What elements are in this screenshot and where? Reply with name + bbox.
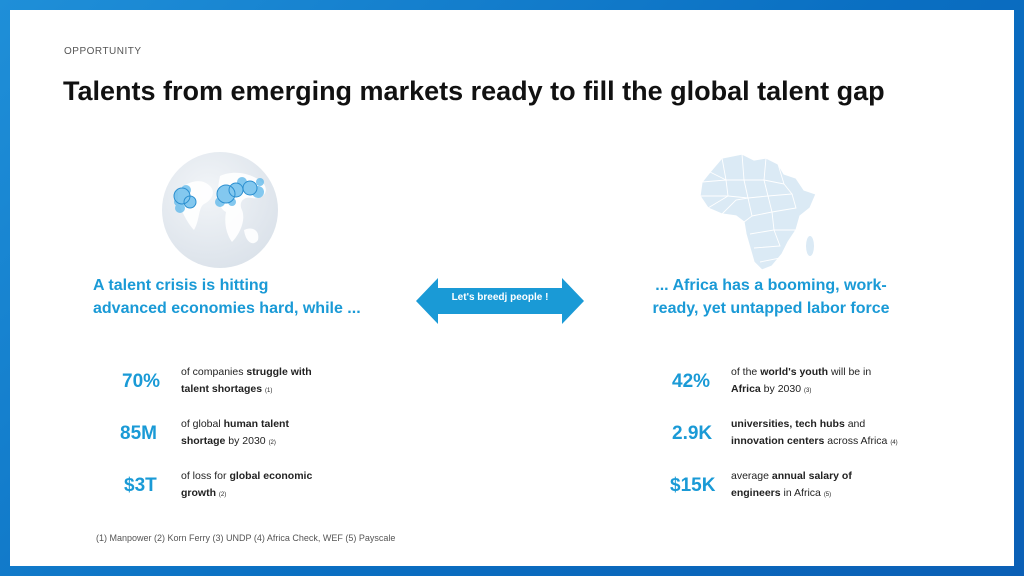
section-kicker: OPPORTUNITY xyxy=(64,46,142,57)
right-stat-desc-2: universities, tech hubs and innovation c… xyxy=(731,418,898,447)
sources-footnote: (1) Manpower (2) Korn Ferry (3) UNDP (4)… xyxy=(96,533,396,543)
left-stat-value-2: 85M xyxy=(120,423,157,444)
arrow-label: Let's breedj people ! xyxy=(451,292,549,303)
right-stat-value-3: $15K xyxy=(670,475,716,496)
right-stat-desc-3: average annual salary of engineers in Af… xyxy=(731,470,852,499)
africa-map-icon xyxy=(699,153,817,271)
left-stat-value-3: $3T xyxy=(124,475,157,496)
right-headline: ... Africa has a booming, work- ready, y… xyxy=(606,274,936,320)
left-headline-line2: advanced economies hard, while ... xyxy=(93,300,361,317)
double-arrow-icon xyxy=(416,278,584,324)
right-stat-value-2: 2.9K xyxy=(672,423,713,444)
left-stat-value-1: 70% xyxy=(122,371,161,392)
right-stat-desc-1: of the world's youth will be in Africa b… xyxy=(731,366,872,395)
right-headline-line2: ready, yet untapped labor force xyxy=(652,300,890,317)
left-headline-line1: A talent crisis is hitting xyxy=(93,277,269,294)
left-headline: A talent crisis is hitting advanced econ… xyxy=(93,274,403,320)
left-stat-desc-2: of global human talent shortage by 2030 … xyxy=(181,418,289,447)
slide-title: Talents from emerging markets ready to f… xyxy=(63,76,885,106)
globe-icon xyxy=(162,152,278,268)
left-stat-desc-1: of companies struggle with talent shorta… xyxy=(181,366,312,395)
left-stat-desc-3: of loss for global economic growth (2) xyxy=(181,470,313,499)
right-headline-line1: ... Africa has a booming, work- xyxy=(655,277,887,294)
right-stat-value-1: 42% xyxy=(672,371,711,392)
